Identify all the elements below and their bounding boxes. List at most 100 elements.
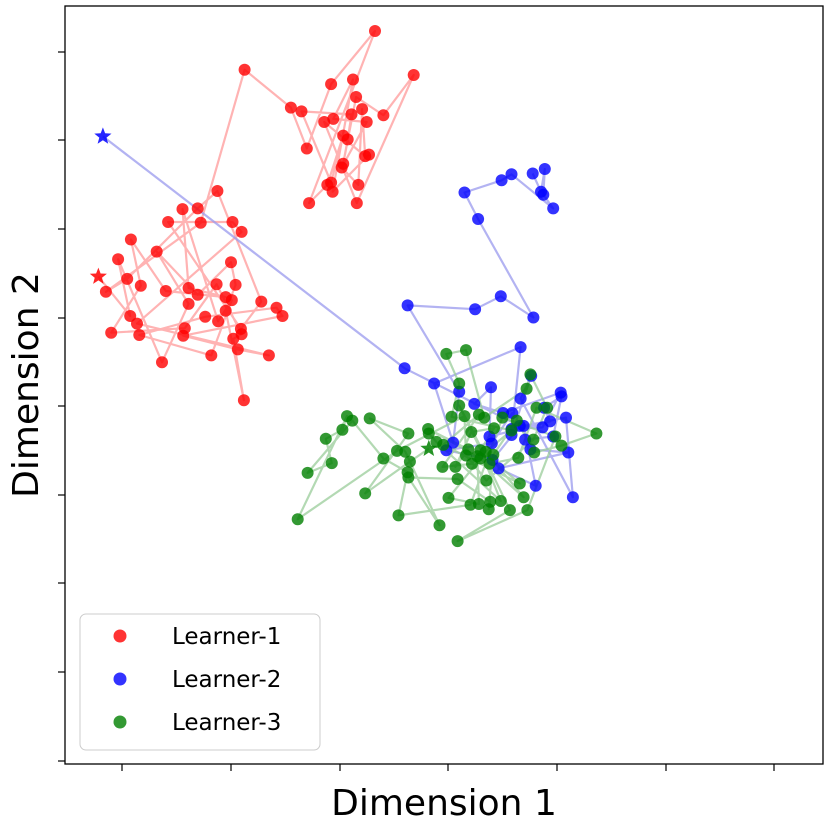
data-point-learner-1 xyxy=(225,256,237,269)
data-point-learner-2 xyxy=(560,411,572,424)
data-point-learner-3 xyxy=(465,426,478,438)
data-point-learner-3 xyxy=(462,443,475,456)
data-point-learner-2 xyxy=(428,377,441,390)
data-point-learner-1 xyxy=(112,253,125,266)
data-point-learner-3 xyxy=(549,430,562,443)
data-point-learner-3 xyxy=(430,435,443,448)
data-point-learner-2 xyxy=(494,290,507,303)
data-point-learner-3 xyxy=(458,410,471,423)
data-point-learner-2 xyxy=(453,385,466,398)
data-point-learner-3 xyxy=(460,344,472,357)
data-point-learner-2 xyxy=(458,186,471,199)
data-point-learner-1 xyxy=(231,343,244,356)
data-point-learner-2 xyxy=(514,341,527,354)
data-point-learner-1 xyxy=(407,69,420,81)
data-point-learner-1 xyxy=(270,301,283,314)
series-points-learner-1 xyxy=(89,25,420,407)
data-point-learner-3 xyxy=(453,399,466,412)
data-point-star-learner-3 xyxy=(420,439,438,456)
data-point-learner-3 xyxy=(541,401,554,414)
data-point-learner-1 xyxy=(212,315,225,328)
data-point-learner-2 xyxy=(469,303,482,316)
data-point-learner-1 xyxy=(237,394,250,407)
legend-marker-learner-2 xyxy=(113,672,127,686)
data-point-learner-3 xyxy=(363,412,376,425)
data-point-learner-3 xyxy=(488,422,500,435)
data-point-learner-3 xyxy=(341,410,353,423)
data-point-learner-1 xyxy=(356,103,369,116)
data-point-learner-3 xyxy=(291,513,304,526)
data-point-learner-1 xyxy=(176,203,189,216)
data-point-learner-1 xyxy=(284,101,297,114)
data-point-learner-2 xyxy=(519,433,532,446)
data-point-learner-3 xyxy=(449,460,462,473)
data-point-learner-3 xyxy=(319,432,332,445)
data-point-learner-3 xyxy=(521,504,534,517)
data-point-learner-1 xyxy=(105,326,118,339)
data-point-learner-2 xyxy=(555,390,568,403)
data-point-learner-2 xyxy=(492,462,505,475)
y-axis-label: Dimension 2 xyxy=(6,272,47,498)
data-point-learner-2 xyxy=(505,168,518,181)
data-point-learner-3 xyxy=(505,424,518,437)
data-point-learner-2 xyxy=(544,415,557,428)
data-point-learner-3 xyxy=(503,504,516,517)
data-point-learner-1 xyxy=(156,356,168,369)
data-point-learner-1 xyxy=(211,185,224,197)
data-point-learner-1 xyxy=(182,282,195,294)
data-point-learner-1 xyxy=(159,285,172,297)
data-point-learner-1 xyxy=(199,310,212,323)
data-point-learner-2 xyxy=(529,479,542,492)
data-point-learner-1 xyxy=(360,116,373,128)
data-point-learner-1 xyxy=(369,25,381,37)
series-layer xyxy=(89,25,603,548)
data-point-learner-2 xyxy=(547,202,560,215)
data-point-learner-2 xyxy=(538,163,551,175)
data-point-learner-3 xyxy=(403,455,416,468)
data-point-learner-3 xyxy=(494,495,507,507)
data-point-learner-3 xyxy=(528,446,541,459)
data-point-learner-1 xyxy=(210,278,223,291)
legend-box xyxy=(79,613,321,751)
data-point-learner-1 xyxy=(276,310,289,322)
data-point-learner-3 xyxy=(451,473,464,485)
data-point-learner-1 xyxy=(327,112,340,125)
data-point-learner-2 xyxy=(535,185,547,198)
data-point-learner-1 xyxy=(99,285,112,298)
data-point-star-learner-1 xyxy=(89,267,107,284)
data-point-learner-3 xyxy=(555,439,568,452)
data-point-learner-3 xyxy=(472,498,485,510)
data-point-learner-3 xyxy=(524,368,537,381)
data-point-learner-3 xyxy=(401,466,414,479)
data-point-learner-3 xyxy=(530,401,543,414)
data-point-learner-3 xyxy=(440,347,453,360)
data-point-learner-2 xyxy=(401,299,414,312)
data-point-learner-3 xyxy=(517,491,530,504)
data-point-learner-1 xyxy=(182,297,195,310)
data-point-learner-1 xyxy=(194,216,207,229)
data-point-learner-2 xyxy=(526,167,539,180)
data-point-learner-1 xyxy=(350,91,363,103)
data-point-learner-2 xyxy=(566,491,579,504)
legend: Learner-1 Learner-2 Learner-3 xyxy=(79,613,321,751)
data-point-learner-3 xyxy=(377,452,390,465)
data-point-learner-1 xyxy=(134,279,147,292)
data-point-learner-3 xyxy=(512,451,525,464)
data-point-learner-3 xyxy=(513,477,526,490)
data-point-learner-1 xyxy=(325,78,338,91)
data-point-learner-3 xyxy=(472,408,485,421)
data-point-learner-3 xyxy=(453,377,466,390)
data-point-learner-3 xyxy=(402,427,415,440)
data-point-learner-3 xyxy=(520,382,533,395)
data-point-learner-1 xyxy=(150,245,163,258)
data-point-learner-1 xyxy=(303,197,316,210)
plot-frame xyxy=(64,5,824,765)
data-point-learner-1 xyxy=(341,133,354,146)
data-point-learner-1 xyxy=(219,304,232,317)
data-point-learner-1 xyxy=(238,63,251,76)
x-axis-label: Dimension 1 xyxy=(331,783,557,824)
data-point-learner-1 xyxy=(205,349,218,362)
data-point-learner-3 xyxy=(496,411,509,424)
data-point-learner-2 xyxy=(472,213,485,225)
